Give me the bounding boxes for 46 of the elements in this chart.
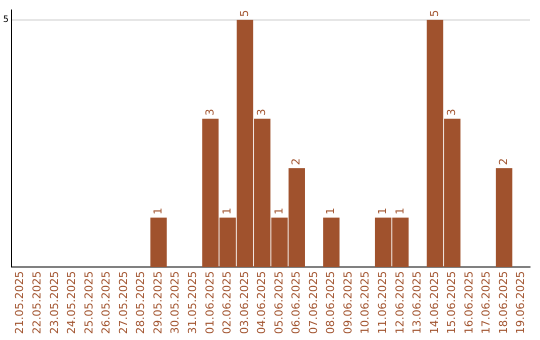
data-label: 5 [428, 10, 441, 17]
x-tick-label: 05.06.2025 [272, 271, 286, 334]
x-tick-label: 24.05.2025 [65, 271, 78, 334]
x-tick-label: 12.06.2025 [393, 271, 406, 334]
x-tick-label: 07.06.2025 [306, 271, 320, 334]
data-label: 2 [290, 158, 303, 166]
x-tick-label: 10.06.2025 [358, 271, 372, 334]
x-tick-label: 13.06.2025 [410, 271, 424, 334]
data-label: 5 [238, 10, 251, 17]
x-tick-label: 19.06.2025 [514, 271, 528, 334]
bar [323, 218, 340, 268]
x-tick-label: 21.05.2025 [13, 271, 26, 334]
x-tick-label: 26.05.2025 [100, 271, 113, 334]
x-tick-label: 08.06.2025 [324, 271, 338, 334]
x-tick-label: 04.06.2025 [255, 271, 268, 334]
data-label: 2 [496, 158, 510, 166]
x-tick-label: 31.05.2025 [186, 271, 199, 334]
x-tick-label: 14.06.2025 [428, 271, 441, 334]
data-label: 1 [151, 208, 164, 215]
data-label: 1 [272, 208, 286, 215]
data-label: 1 [324, 208, 338, 215]
x-tick-label: 28.05.2025 [134, 271, 148, 334]
x-tick-label: 01.06.2025 [203, 271, 216, 334]
data-label: 3 [445, 108, 458, 116]
x-tick-label: 03.06.2025 [238, 271, 251, 334]
x-tick-label: 09.06.2025 [341, 271, 354, 334]
x-tick-label: 17.06.2025 [480, 271, 493, 334]
x-tick-label: 02.06.2025 [220, 271, 234, 334]
data-label: 1 [220, 208, 234, 215]
x-tick-label: 16.06.2025 [462, 271, 476, 334]
x-tick-label: 25.05.2025 [82, 271, 96, 334]
data-label: 3 [255, 108, 268, 116]
x-tick-label: 11.06.2025 [376, 271, 390, 334]
x-tick-label: 15.06.2025 [445, 271, 458, 334]
data-label: 1 [376, 208, 390, 215]
x-tick-label: 30.05.2025 [168, 271, 182, 334]
bar [496, 168, 512, 268]
x-tick-label: 18.06.2025 [496, 271, 510, 334]
x-tick-label: 23.05.2025 [48, 271, 61, 334]
data-label: 3 [203, 108, 216, 116]
x-tick-label: 27.05.2025 [116, 271, 130, 334]
x-tick-label: 06.06.2025 [290, 271, 303, 334]
data-label: 1 [393, 208, 406, 215]
bar [150, 218, 167, 268]
x-tick-label: 29.05.2025 [151, 271, 164, 334]
x-tick-label: 22.05.2025 [30, 271, 44, 334]
